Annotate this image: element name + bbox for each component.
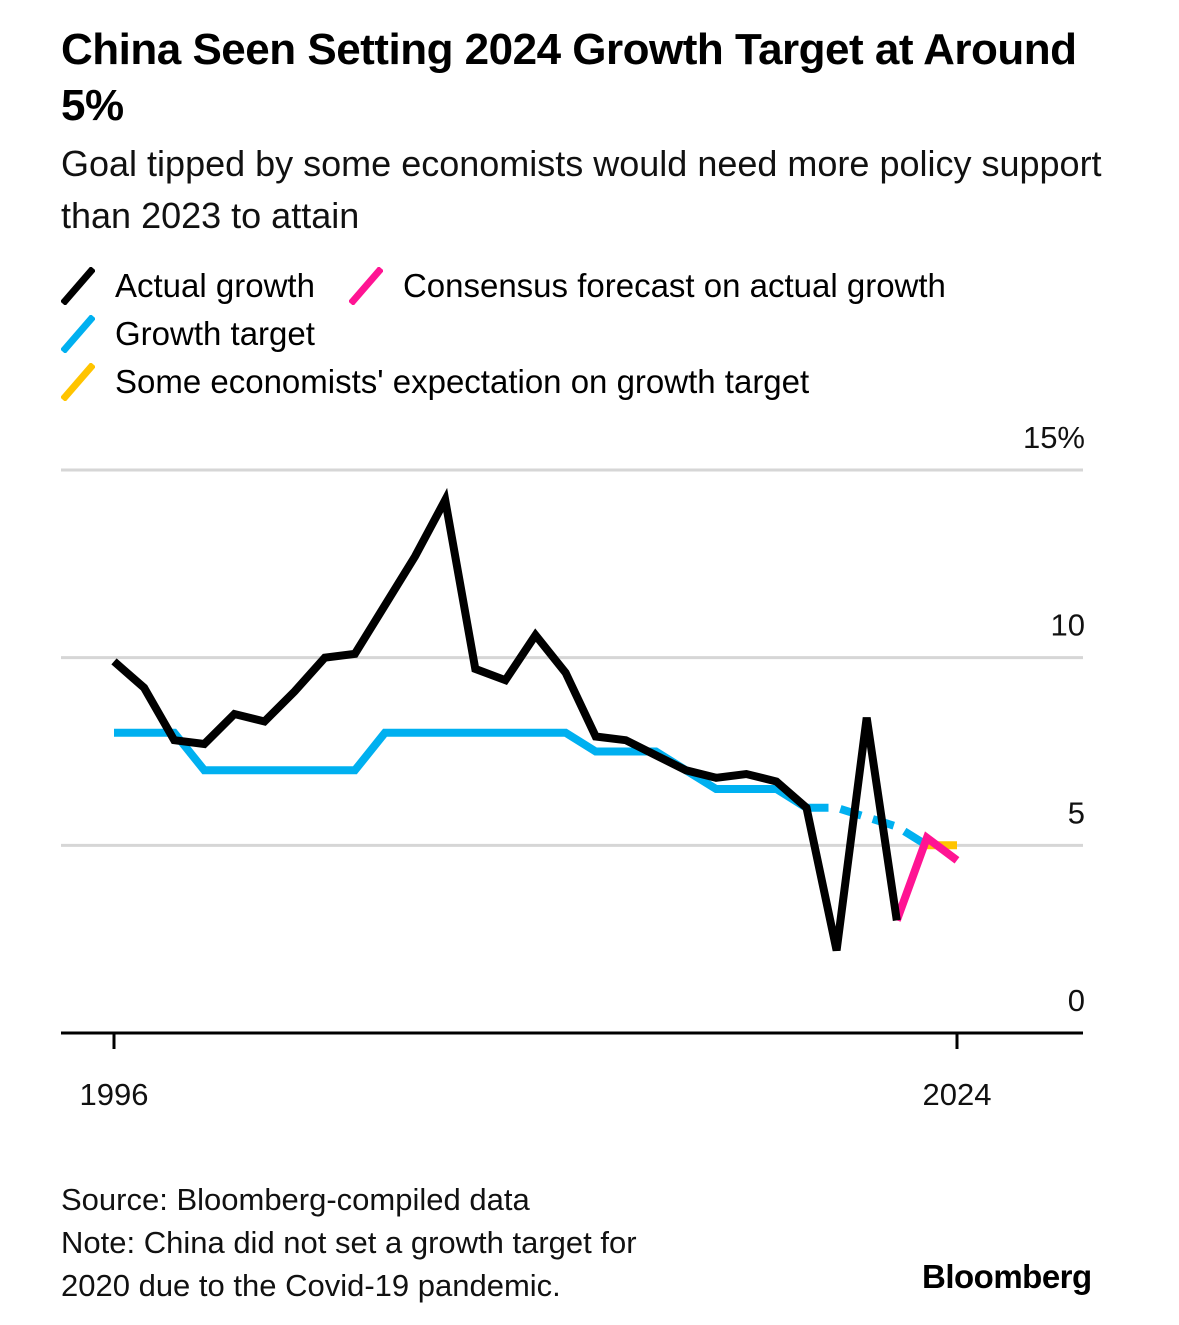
x-tick-label-2024: 2024 — [923, 1077, 992, 1112]
actual-growth-line — [111, 487, 901, 952]
legend-item-economists-expectation: Some economists' expectation on growth t… — [61, 363, 809, 401]
gridlines — [61, 468, 1083, 847]
source-note: Source: Bloomberg-compiled data Note: Ch… — [61, 1178, 637, 1307]
legend-label-consensus-forecast: Consensus forecast on actual growth — [402, 267, 946, 304]
y-tick-label-0: 0 — [1068, 983, 1085, 1018]
legend: Actual growth Consensus forecast on actu… — [61, 262, 1141, 406]
growth-target-line — [114, 728, 809, 812]
series-lines — [111, 487, 960, 952]
note-text-line2: 2020 due to the Covid-19 pandemic. — [61, 1268, 561, 1303]
tick-labels: 0 5 10 15% 1996 2024 — [80, 420, 1085, 1112]
legend-label-actual-growth: Actual growth — [115, 267, 315, 304]
y-tick-label-5: 5 — [1068, 795, 1085, 830]
chart-subtitle: Goal tipped by some economists would nee… — [61, 143, 1102, 236]
legend-swatch-economists-expectation — [61, 363, 95, 401]
growth-target-dashed-line — [806, 803, 930, 849]
source-text: Source: Bloomberg-compiled data — [61, 1182, 530, 1217]
legend-swatch-growth-target — [61, 315, 95, 353]
axes — [61, 1031, 1083, 1049]
y-tick-label-10: 10 — [1051, 608, 1085, 643]
legend-label-growth-target: Growth target — [115, 315, 315, 352]
legend-swatch-consensus-forecast — [348, 267, 383, 305]
legend-item-actual-growth: Actual growth — [61, 267, 315, 305]
legend-swatch-actual-growth — [61, 267, 95, 305]
y-tick-label-15: 15% — [1023, 420, 1085, 455]
note-text-line1: Note: China did not set a growth target … — [61, 1225, 637, 1260]
line-chart: 0 5 10 15% 1996 2024 — [61, 420, 1085, 1112]
legend-item-consensus-forecast: Consensus forecast on actual growth — [348, 267, 946, 305]
bloomberg-logo: Bloomberg — [922, 1258, 1092, 1295]
chart-title: China Seen Setting 2024 Growth Target at… — [61, 25, 1077, 130]
consensus-forecast-line — [893, 831, 960, 922]
legend-label-economists-expectation: Some economists' expectation on growth t… — [115, 363, 810, 400]
x-tick-label-1996: 1996 — [80, 1077, 149, 1112]
legend-item-growth-target: Growth target — [61, 315, 315, 353]
